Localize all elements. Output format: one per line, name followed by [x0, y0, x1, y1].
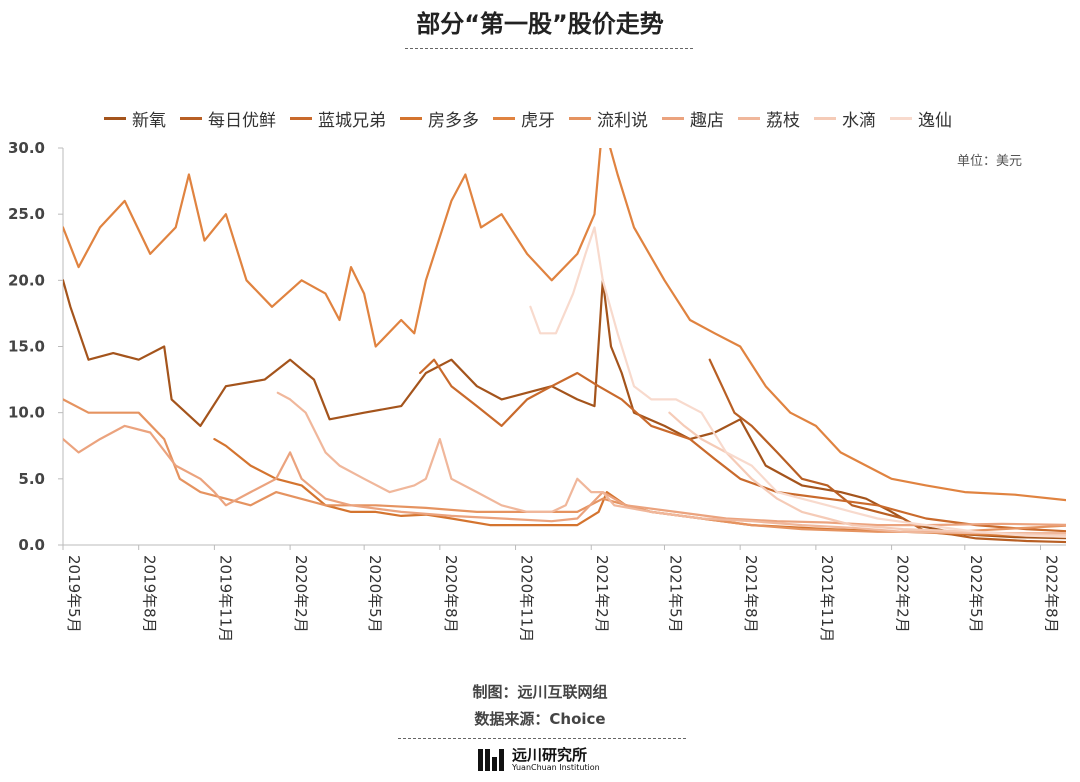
x-tick-label: 2021年2月	[593, 555, 611, 633]
legend-item: 水滴	[814, 106, 876, 131]
legend-swatch	[493, 116, 515, 120]
x-tick-label: 2022年2月	[894, 555, 912, 633]
series-line-新氧	[63, 279, 1066, 540]
legend-item: 蓝城兄弟	[290, 106, 386, 131]
legend-label: 逸仙	[918, 110, 952, 131]
y-tick-label: 0.0	[18, 536, 45, 554]
legend-item: 虎牙	[493, 106, 555, 131]
legend-item: 房多多	[400, 106, 479, 131]
x-tick-label: 2020年11月	[518, 555, 536, 642]
maker-credit: 制图：远川互联网组	[472, 683, 608, 701]
line-chart: 0.0 5.0 10.0 15.0 20.0 25.0 30.0 2019年5月 2019年8月…	[8, 139, 1066, 642]
legend-label: 每日优鲜	[208, 110, 276, 131]
legend-item: 每日优鲜	[180, 106, 276, 131]
series-line-逸仙	[529, 226, 1066, 538]
legend-label: 虎牙	[521, 110, 555, 131]
legend-item: 趣店	[662, 106, 724, 131]
legend-swatch	[569, 116, 591, 120]
data-source: 数据来源：Choice	[474, 710, 606, 728]
legend-swatch	[400, 116, 422, 120]
y-tick-label: 25.0	[8, 205, 45, 223]
y-tick-label: 10.0	[8, 404, 45, 422]
legend-label: 蓝城兄弟	[318, 110, 386, 131]
legend-item: 荔枝	[738, 106, 800, 131]
brand-mark-icon	[478, 749, 504, 771]
series-line-流利说	[63, 398, 1066, 533]
y-tick-label: 20.0	[8, 271, 45, 289]
x-tick-label: 2022年5月	[967, 555, 985, 633]
x-tick-label: 2019年11月	[216, 555, 234, 642]
legend-label: 新氧	[132, 110, 166, 131]
unit-label: 单位：美元	[956, 154, 1022, 169]
x-tick-label: 2020年8月	[442, 555, 460, 633]
series-line-蓝城兄弟	[419, 358, 1066, 533]
y-tick-label: 15.0	[8, 338, 45, 356]
legend-swatch	[738, 116, 760, 120]
x-tick-label: 2019年8月	[141, 555, 159, 633]
x-tick-label: 2021年5月	[666, 555, 684, 633]
x-tick-label: 2020年5月	[366, 555, 384, 633]
chart-legend: 新氧 每日优鲜 蓝城兄弟 房多多 虎牙 流利说 趣店 荔枝 水滴 逸仙	[104, 106, 952, 131]
series-line-趣店	[63, 424, 1066, 527]
x-tick-label: 2021年8月	[742, 555, 760, 633]
legend-swatch	[290, 116, 312, 120]
y-tick-label: 5.0	[18, 470, 45, 488]
footer-divider	[398, 738, 686, 739]
y-tick-label: 30.0	[8, 139, 45, 157]
brand-name-en: YuanChuan Institution	[512, 763, 600, 772]
legend-label: 流利说	[597, 110, 648, 131]
legend-item: 新氧	[104, 106, 166, 131]
legend-label: 趣店	[690, 110, 724, 131]
chart-title: 部分“第一股”股价走势	[416, 10, 664, 38]
x-tick-label: 2020年2月	[292, 555, 310, 633]
legend-label: 房多多	[428, 110, 479, 131]
series-line-荔枝	[276, 391, 1066, 535]
legend-swatch	[662, 116, 684, 120]
legend-item: 流利说	[569, 106, 648, 131]
series-group	[63, 148, 1066, 544]
x-tick-label: 2022年8月	[1042, 555, 1060, 633]
x-tick-label: 2019年5月	[65, 555, 83, 633]
legend-label: 水滴	[842, 110, 876, 131]
title-divider	[405, 48, 693, 49]
legend-item: 逸仙	[890, 106, 952, 131]
brand-logo: 远川研究所 YuanChuan Institution	[478, 747, 600, 773]
legend-swatch	[814, 116, 836, 120]
series-line-虎牙	[63, 148, 1066, 502]
legend-swatch	[180, 116, 202, 120]
series-line-每日优鲜	[708, 358, 1066, 544]
x-tick-label: 2021年11月	[818, 555, 836, 642]
legend-swatch	[104, 116, 126, 120]
legend-label: 荔枝	[766, 110, 800, 131]
brand-name: 远川研究所	[512, 746, 588, 764]
legend-swatch	[890, 116, 912, 120]
